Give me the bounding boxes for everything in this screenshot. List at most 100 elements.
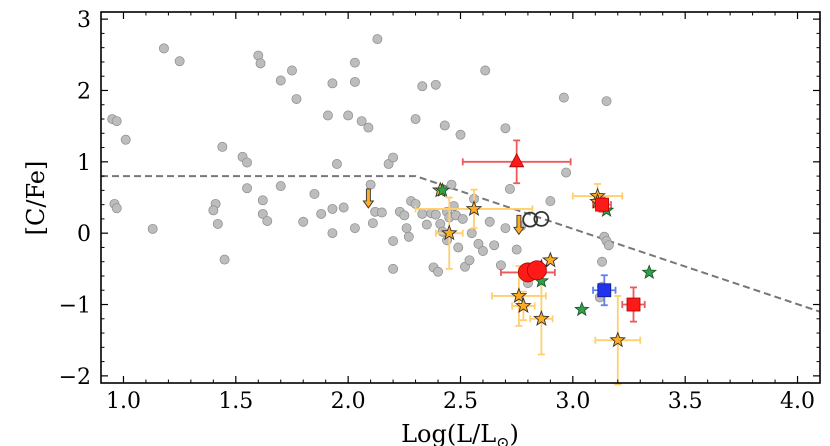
x-tick-label-1: 1.5 (218, 389, 253, 414)
gray-point-88 (504, 183, 515, 194)
red-triangle (509, 152, 525, 168)
ticks-layer (101, 12, 820, 383)
y-tick-label-5: 3 (77, 8, 91, 33)
gray-point-24 (291, 94, 302, 104)
gray-point-74 (455, 129, 466, 140)
y-tick-label-4: 2 (77, 79, 91, 104)
gray-point-75 (457, 213, 468, 224)
gray-point-27 (316, 208, 327, 219)
open-circle-1 (533, 211, 550, 227)
gray-point-21 (275, 75, 286, 86)
upper-limit-arrow-1 (513, 214, 525, 236)
x-tick-label-0: 1.0 (106, 389, 141, 414)
gray-point-41 (367, 218, 378, 229)
gray-point-28 (322, 110, 333, 121)
gray-point-37 (349, 223, 360, 234)
upper-limit-arrow-0 (362, 188, 375, 209)
gray-point-35 (349, 57, 360, 68)
gray-point-93 (545, 196, 556, 207)
x-tick-labels: 1.0 1.5 2.0 2.5 3.0 3.5 4.0 (106, 389, 815, 414)
gray-point-44 (376, 207, 387, 218)
y-tick-label-0: −2 (59, 365, 91, 390)
blue-square (597, 283, 612, 298)
orange-star-4 (515, 297, 532, 314)
x-tick-label-4: 3.0 (555, 389, 590, 414)
x-axis-label: Log(L/L⊙) (401, 420, 519, 446)
gray-point-83 (484, 216, 495, 227)
y-axis-label: [C/Fe] (22, 161, 50, 236)
gray-point-22 (275, 181, 286, 192)
gray-point-54 (410, 114, 421, 124)
gray-point-2 (120, 134, 131, 145)
gray-point-4 (111, 203, 122, 214)
gray-point-84 (489, 240, 500, 251)
green-star-0 (434, 182, 451, 197)
threshold-dashed-line (101, 175, 820, 313)
gray-point-56 (417, 81, 428, 92)
gray-point-20 (262, 216, 273, 226)
gray-point-50 (399, 210, 410, 221)
gray-point-30 (327, 203, 338, 214)
gray-point-47 (388, 236, 399, 246)
gray-point-94 (558, 92, 569, 103)
gray-point-23 (287, 65, 297, 76)
x-tick-label-5: 3.5 (668, 389, 703, 414)
gray-point-57 (417, 208, 428, 219)
gray-point-80 (473, 238, 484, 249)
y-tick-labels: −2 −1 0 1 2 3 (59, 8, 91, 390)
gray-point-86 (500, 123, 511, 134)
open-circle-0 (522, 211, 539, 228)
gray-point-62 (430, 209, 441, 220)
red-circle-1 (526, 260, 547, 281)
gray-point-12 (219, 254, 230, 265)
orange-star-1 (440, 224, 458, 241)
gray-point-89 (511, 244, 522, 255)
gray-point-48 (388, 263, 399, 274)
gray-point-87 (500, 223, 511, 234)
gray-point-98 (597, 256, 608, 267)
x-tick-label-2: 2.0 (331, 389, 366, 414)
gray-point-26 (309, 188, 320, 199)
x-tick-label-3: 2.5 (443, 389, 478, 414)
gray-point-34 (343, 110, 354, 121)
gray-point-11 (212, 218, 223, 229)
red-square-0 (595, 197, 609, 212)
gray-point-66 (439, 120, 450, 131)
y-tick-label-1: −1 (59, 294, 91, 319)
gray-point-81 (478, 246, 488, 256)
green-star-4 (641, 264, 657, 280)
gray-point-7 (147, 223, 158, 234)
gray-point-52 (403, 231, 414, 242)
orange-star-11 (609, 331, 627, 348)
gray-point-95 (561, 167, 572, 178)
gray-point-82 (480, 65, 491, 76)
gray-point-63 (433, 266, 443, 277)
gray-point-77 (464, 255, 475, 266)
gray-point-102 (603, 240, 614, 251)
markers-layer (362, 152, 657, 348)
red-square-1 (626, 297, 641, 312)
gray-point-101 (601, 96, 612, 107)
gray-point-25 (298, 216, 309, 227)
green-star-2 (574, 301, 590, 317)
gray-point-51 (401, 223, 412, 234)
gray-point-61 (430, 79, 441, 90)
gray-point-46 (388, 152, 399, 163)
gray-point-39 (363, 122, 374, 133)
orange-star-3 (510, 287, 528, 304)
gray-point-8 (217, 141, 228, 152)
orange-star-2 (465, 200, 483, 217)
y-tick-label-3: 1 (77, 151, 91, 176)
gray-point-38 (356, 116, 367, 127)
gray-point-14 (242, 157, 252, 168)
gray-point-40 (365, 179, 376, 190)
gray-point-29 (327, 78, 338, 89)
orange-star-8 (541, 251, 559, 268)
gray-point-1 (111, 116, 122, 127)
gray-point-10 (208, 205, 219, 216)
y-tick-label-2: 0 (77, 222, 91, 247)
gray-point-32 (331, 159, 342, 169)
threshold-layer (101, 175, 820, 313)
